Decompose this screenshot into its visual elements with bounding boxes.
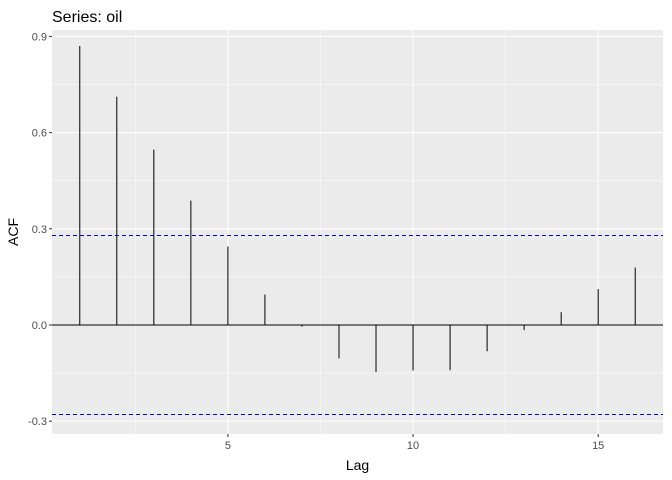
- x-tick-label: 10: [407, 440, 419, 452]
- y-tick-label: 0.9: [32, 31, 47, 43]
- x-axis-title: Lag: [346, 457, 369, 473]
- y-tick-label: 0.3: [32, 224, 47, 236]
- x-tick-label: 15: [592, 440, 604, 452]
- x-tick-label: 5: [225, 440, 231, 452]
- acf-bars: [79, 46, 636, 373]
- y-tick-label: 0.6: [32, 128, 47, 140]
- x-axis-ticks: 5 10 15: [225, 434, 604, 452]
- chart-title: Series: oil: [52, 9, 122, 26]
- y-axis-title: ACF: [5, 218, 21, 246]
- y-axis-ticks: -0.3 0.0 0.3 0.6 0.9: [28, 31, 52, 428]
- y-tick-label: 0.0: [32, 320, 47, 332]
- plot-panel: [52, 30, 663, 434]
- y-tick-label: -0.3: [28, 416, 47, 428]
